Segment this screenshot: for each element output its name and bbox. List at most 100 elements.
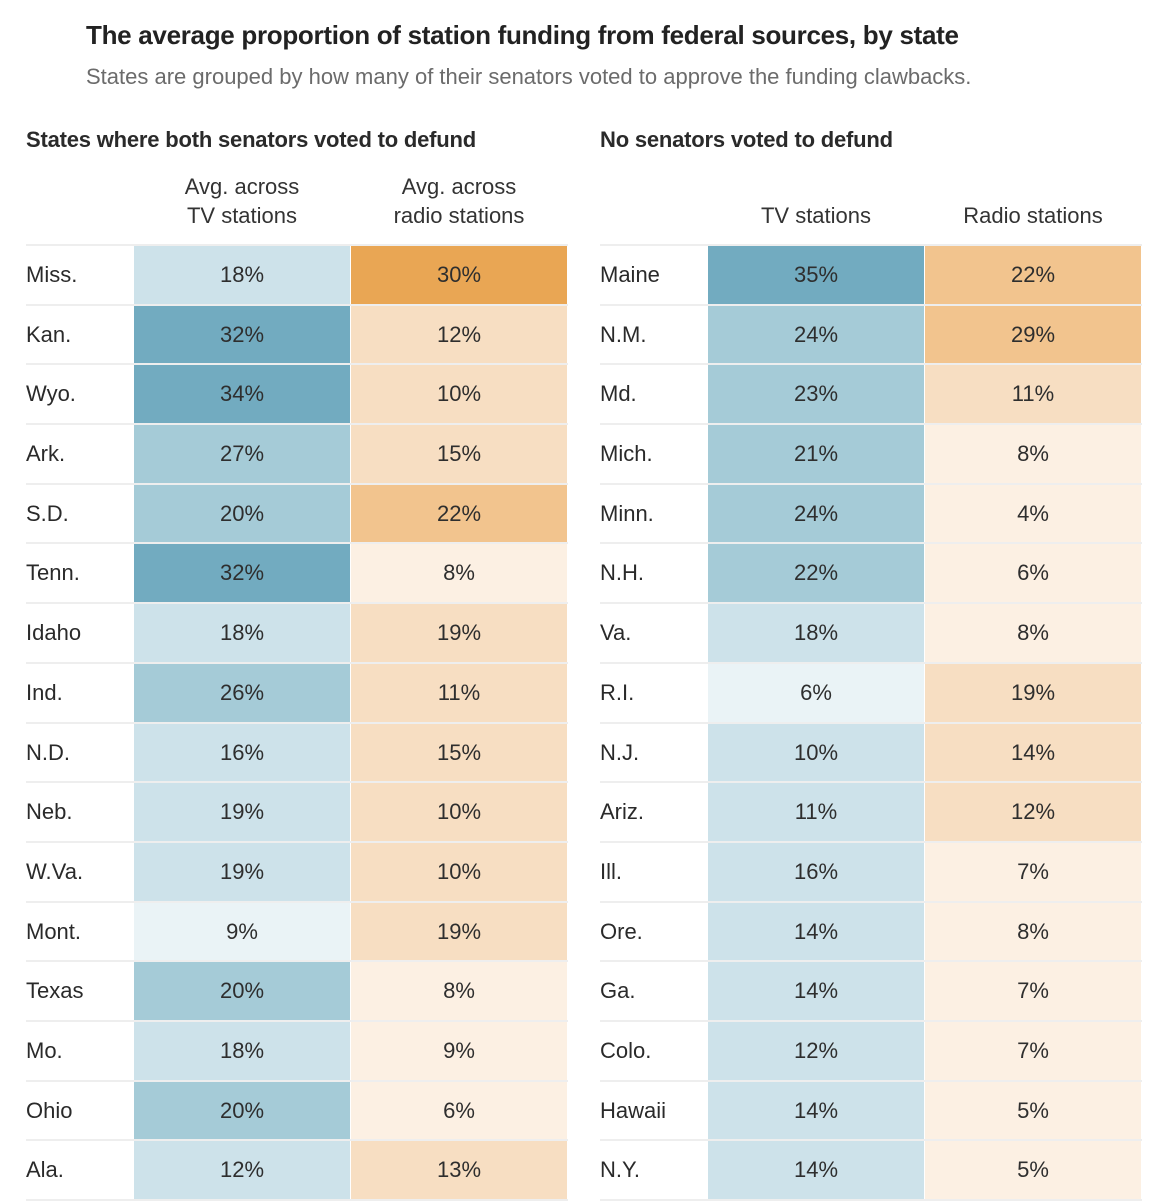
table-row: Texas 20% 8%	[26, 962, 568, 1022]
column-headers: Avg. across TV stations Avg. across radio …	[26, 160, 568, 244]
table-row: Wyo. 34% 10%	[26, 365, 568, 426]
state-label: N.Y.	[600, 1157, 640, 1183]
radio-value-cell: 7%	[925, 1021, 1141, 1080]
table-row: N.Y. 14% 5%	[600, 1141, 1142, 1201]
table-row: Colo. 12% 7%	[600, 1021, 1142, 1082]
state-label: Ind.	[26, 679, 63, 705]
state-label: Ark.	[26, 441, 66, 467]
radio-value-cell: 22%	[351, 484, 567, 543]
table-row: N.M. 24% 29%	[600, 305, 1142, 366]
radio-value-cell: 11%	[351, 663, 567, 722]
state-label: Mont.	[26, 918, 82, 944]
state-label: Ala.	[26, 1157, 64, 1183]
table-row: Hawaii 14% 5%	[600, 1081, 1142, 1142]
chart-title: The average proportion of station fundin…	[86, 20, 959, 50]
radio-value-cell: 7%	[925, 842, 1141, 901]
table-body: Maine 35% 22% N.M. 24% 29% Md. 23% 11% Mich. 21% 8%…	[600, 244, 1142, 1201]
state-label: Tenn.	[26, 560, 80, 586]
radio-value-cell: 9%	[351, 1021, 567, 1080]
panel-title: No senators voted to defund	[600, 127, 893, 152]
table-row: W.Va. 19% 10%	[26, 842, 568, 903]
radio-value-cell: 22%	[925, 246, 1141, 304]
table-row: R.I. 6% 19%	[600, 663, 1142, 724]
state-label: Ariz.	[600, 799, 644, 825]
column-header-radio: Radio stations	[925, 201, 1141, 230]
radio-value-cell: 10%	[351, 842, 567, 901]
table-row: Ala. 12% 13%	[26, 1141, 568, 1201]
radio-value-cell: 6%	[351, 1081, 567, 1140]
tv-value-cell: 16%	[708, 842, 924, 901]
radio-value-cell: 10%	[351, 783, 567, 841]
table-row: N.J. 10% 14%	[600, 723, 1142, 784]
tv-value-cell: 14%	[708, 1081, 924, 1140]
tv-value-cell: 20%	[134, 1081, 350, 1140]
radio-value-cell: 6%	[925, 544, 1141, 603]
table-row: Maine 35% 22%	[600, 246, 1142, 306]
tv-value-cell: 14%	[708, 902, 924, 961]
panel-title: States where both senators voted to defu…	[26, 127, 476, 152]
tv-value-cell: 18%	[134, 1021, 350, 1080]
tv-value-cell: 22%	[708, 544, 924, 603]
tv-value-cell: 32%	[134, 544, 350, 603]
radio-value-cell: 19%	[925, 663, 1141, 722]
radio-value-cell: 8%	[351, 544, 567, 603]
table-row: Ohio 20% 6%	[26, 1081, 568, 1142]
radio-value-cell: 29%	[925, 305, 1141, 364]
tv-value-cell: 16%	[134, 723, 350, 782]
tv-value-cell: 18%	[134, 246, 350, 304]
table-row: N.D. 16% 15%	[26, 723, 568, 784]
tv-value-cell: 24%	[708, 305, 924, 364]
tv-value-cell: 35%	[708, 246, 924, 304]
table-row: Md. 23% 11%	[600, 365, 1142, 426]
tv-value-cell: 18%	[134, 604, 350, 662]
table-row: Ind. 26% 11%	[26, 663, 568, 724]
state-label: Minn.	[600, 500, 654, 526]
table-row: Idaho 18% 19%	[26, 604, 568, 664]
tv-value-cell: 6%	[708, 663, 924, 722]
table-row: Kan. 32% 12%	[26, 305, 568, 366]
radio-value-cell: 12%	[351, 305, 567, 364]
state-label: Ore.	[600, 918, 643, 944]
radio-value-cell: 19%	[351, 604, 567, 662]
table-row: Mo. 18% 9%	[26, 1021, 568, 1082]
table-row: N.H. 22% 6%	[600, 544, 1142, 605]
table-row: Mont. 9% 19%	[26, 902, 568, 963]
chart-subtitle: States are grouped by how many of their …	[86, 64, 972, 89]
state-label: N.H.	[600, 560, 644, 586]
radio-value-cell: 8%	[925, 604, 1141, 662]
tv-value-cell: 14%	[708, 1141, 924, 1199]
tv-value-cell: 19%	[134, 842, 350, 901]
table-row: S.D. 20% 22%	[26, 484, 568, 545]
table-row: Minn. 24% 4%	[600, 484, 1142, 545]
radio-value-cell: 13%	[351, 1141, 567, 1199]
tv-value-cell: 18%	[708, 604, 924, 662]
column-headers: TV stations Radio stations	[600, 160, 1142, 244]
radio-value-cell: 12%	[925, 783, 1141, 841]
radio-value-cell: 11%	[925, 365, 1141, 424]
tv-value-cell: 23%	[708, 365, 924, 424]
state-label: Idaho	[26, 620, 82, 646]
tv-value-cell: 20%	[134, 484, 350, 543]
state-label: Neb.	[26, 799, 73, 825]
table-row: Tenn. 32% 8%	[26, 544, 568, 605]
radio-value-cell: 7%	[925, 962, 1141, 1020]
tv-value-cell: 20%	[134, 962, 350, 1020]
tv-value-cell: 14%	[708, 962, 924, 1020]
state-label: Ga.	[600, 978, 636, 1004]
tv-value-cell: 12%	[708, 1021, 924, 1080]
radio-value-cell: 8%	[925, 425, 1141, 483]
radio-value-cell: 19%	[351, 902, 567, 961]
tv-value-cell: 19%	[134, 783, 350, 841]
radio-value-cell: 8%	[351, 962, 567, 1020]
state-label: W.Va.	[26, 858, 84, 884]
column-header-line: Radio stations	[963, 203, 1103, 228]
state-label: Va.	[600, 620, 632, 646]
radio-value-cell: 4%	[925, 484, 1141, 543]
radio-value-cell: 8%	[925, 902, 1141, 961]
table-row: Ariz. 11% 12%	[600, 783, 1142, 843]
state-label: Mo.	[26, 1037, 63, 1063]
tv-value-cell: 32%	[134, 305, 350, 364]
state-label: Miss.	[26, 262, 78, 287]
radio-value-cell: 30%	[351, 246, 567, 304]
radio-value-cell: 15%	[351, 723, 567, 782]
